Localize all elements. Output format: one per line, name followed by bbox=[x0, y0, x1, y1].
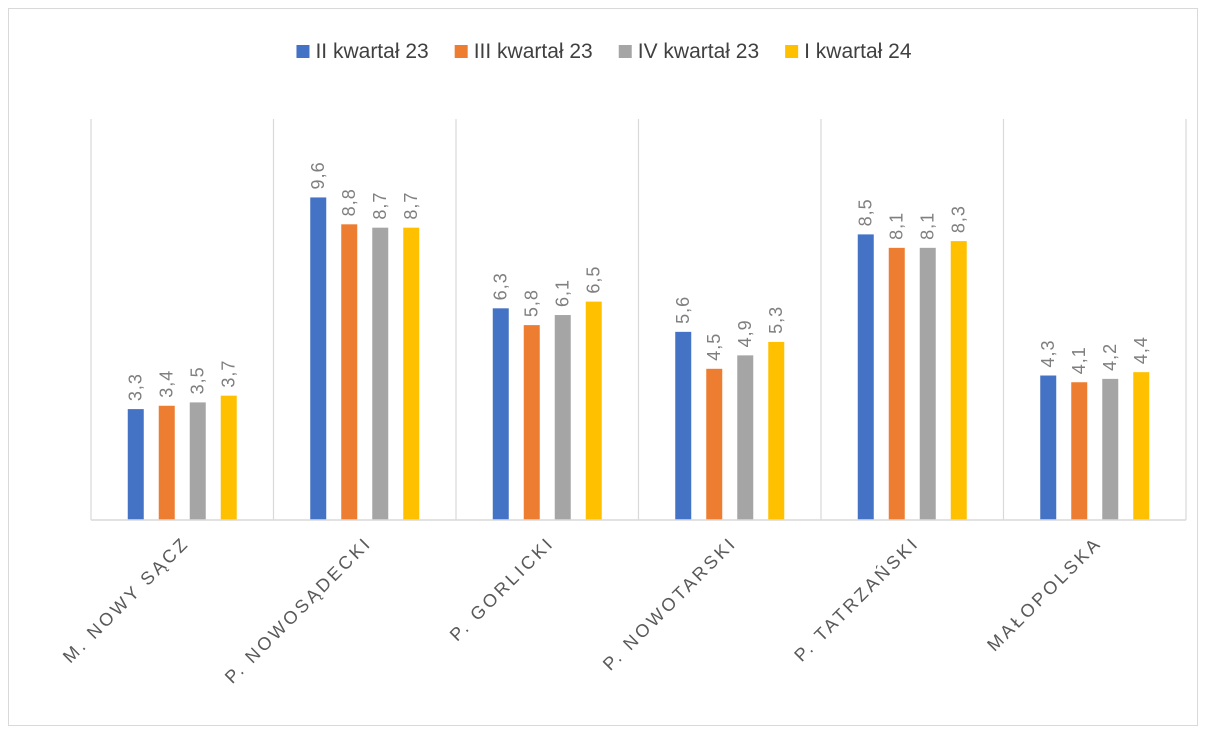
legend-swatch bbox=[454, 45, 468, 58]
data-label: 8,5 bbox=[856, 198, 876, 226]
legend-swatch bbox=[296, 45, 310, 58]
bar bbox=[341, 224, 358, 520]
data-label: 6,1 bbox=[553, 279, 573, 307]
bar bbox=[950, 241, 967, 520]
category-label: P. NOWOTARSKI bbox=[599, 533, 741, 675]
data-label: 3,5 bbox=[188, 366, 208, 394]
bar bbox=[585, 301, 602, 520]
bar bbox=[220, 395, 237, 520]
data-label: 3,7 bbox=[219, 360, 239, 388]
bar bbox=[857, 234, 874, 520]
category-label: P. TATRZAŃSKI bbox=[790, 533, 923, 666]
data-label: 5,8 bbox=[522, 289, 542, 317]
data-label: 8,1 bbox=[887, 212, 907, 240]
data-label: 3,3 bbox=[126, 373, 146, 401]
data-label: 6,5 bbox=[584, 266, 604, 294]
category-labels: M. NOWY SĄCZ P. NOWOSĄDECKI P. GORLICKI P. … bbox=[59, 533, 1106, 688]
data-label: 3,4 bbox=[157, 370, 177, 398]
data-label: 4,1 bbox=[1069, 346, 1089, 374]
legend-label: III kwartał 23 bbox=[474, 40, 593, 63]
bar bbox=[492, 308, 509, 520]
data-label: 9,6 bbox=[308, 161, 328, 189]
legend-label: II kwartał 23 bbox=[315, 40, 428, 63]
category-label: MAŁOPOLSKA bbox=[983, 533, 1105, 655]
legend-swatch bbox=[618, 45, 632, 58]
bar bbox=[158, 405, 175, 520]
legend-label: I kwartał 24 bbox=[804, 40, 912, 63]
bar bbox=[768, 341, 785, 520]
data-label: 4,4 bbox=[1131, 336, 1151, 364]
bar bbox=[1040, 375, 1057, 520]
bar bbox=[523, 325, 540, 520]
data-label: 8,7 bbox=[401, 192, 421, 220]
data-label: 5,3 bbox=[766, 306, 786, 334]
data-label: 4,3 bbox=[1038, 339, 1058, 367]
bars bbox=[127, 197, 1150, 520]
bar bbox=[372, 227, 389, 520]
data-label: 4,9 bbox=[735, 319, 755, 347]
bar bbox=[403, 227, 420, 520]
data-label: 4,5 bbox=[704, 333, 724, 361]
data-label: 4,2 bbox=[1100, 343, 1120, 371]
bar bbox=[706, 368, 723, 520]
data-label: 8,8 bbox=[339, 188, 359, 216]
bar bbox=[737, 355, 754, 520]
data-label: 8,3 bbox=[949, 205, 969, 233]
bar bbox=[1133, 372, 1150, 520]
legend-swatch bbox=[785, 45, 799, 58]
category-label: P. GORLICKI bbox=[446, 533, 558, 645]
bar bbox=[310, 197, 327, 520]
bar bbox=[919, 247, 936, 520]
data-label: 8,7 bbox=[370, 192, 390, 220]
bar bbox=[888, 247, 905, 520]
chart-frame: II kwartał 23 III kwartał 23 IV kwartał 23… bbox=[8, 8, 1198, 726]
data-label: 5,6 bbox=[673, 296, 693, 324]
bar bbox=[554, 315, 571, 520]
bar bbox=[189, 402, 206, 520]
bar bbox=[675, 331, 692, 520]
category-label: P. NOWOSĄDECKI bbox=[221, 533, 376, 688]
legend-label: IV kwartał 23 bbox=[638, 40, 759, 63]
bar bbox=[1102, 378, 1119, 520]
bar bbox=[1071, 382, 1088, 520]
data-label: 8,1 bbox=[918, 212, 938, 240]
category-label: M. NOWY SĄCZ bbox=[59, 533, 193, 667]
bar bbox=[127, 409, 144, 520]
data-labels: 3,3 3,4 3,5 3,7 9,6 8,8 8,7 8,7 6,3 5,8 6,1 6,5 5,6 4… bbox=[126, 161, 1152, 401]
bar-chart: II kwartał 23 III kwartał 23 IV kwartał 23… bbox=[59, 40, 1187, 688]
legend: II kwartał 23 III kwartał 23 IV kwartał 23… bbox=[296, 40, 912, 63]
category-separators bbox=[90, 119, 1187, 520]
data-label: 6,3 bbox=[491, 272, 511, 300]
